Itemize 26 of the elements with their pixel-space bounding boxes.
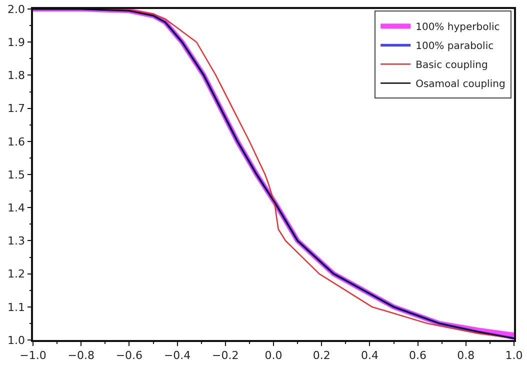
legend-label: Osamoal coupling — [416, 79, 506, 90]
legend-label: 100% hyperbolic — [416, 22, 500, 34]
y-tick-label: 1.4 — [8, 201, 26, 214]
y-tick-label: 1.8 — [8, 69, 26, 82]
legend-label: Basic coupling — [416, 60, 488, 72]
x-tick-label: −0.8 — [68, 348, 94, 362]
y-tick-label: 1.6 — [8, 135, 26, 148]
x-tick-label: 0.8 — [457, 348, 475, 362]
x-tick-label: 0.4 — [360, 348, 378, 362]
x-tick-label: 1.0 — [505, 348, 523, 362]
x-tick-label: 0.6 — [409, 348, 427, 362]
x-tick-label: −0.2 — [212, 348, 239, 362]
y-tick-label: 1.2 — [8, 268, 26, 281]
x-tick-label: −0.4 — [164, 348, 191, 362]
y-tick-label: 1.1 — [8, 300, 26, 314]
y-tick-label: 2.0 — [8, 2, 26, 16]
y-tick-label: 1.7 — [8, 102, 26, 116]
x-tick-label: 0.0 — [264, 348, 282, 362]
y-tick-label: 1.3 — [8, 234, 26, 248]
x-tick-label: −1.0 — [20, 348, 46, 362]
x-tick-label: −0.6 — [116, 348, 143, 362]
legend-label: 100% parabolic — [416, 41, 494, 52]
y-tick-label: 1.0 — [8, 334, 26, 347]
x-tick-label: 0.2 — [312, 348, 330, 362]
y-tick-label: 1.5 — [8, 168, 26, 182]
y-tick-label: 1.9 — [8, 36, 26, 49]
